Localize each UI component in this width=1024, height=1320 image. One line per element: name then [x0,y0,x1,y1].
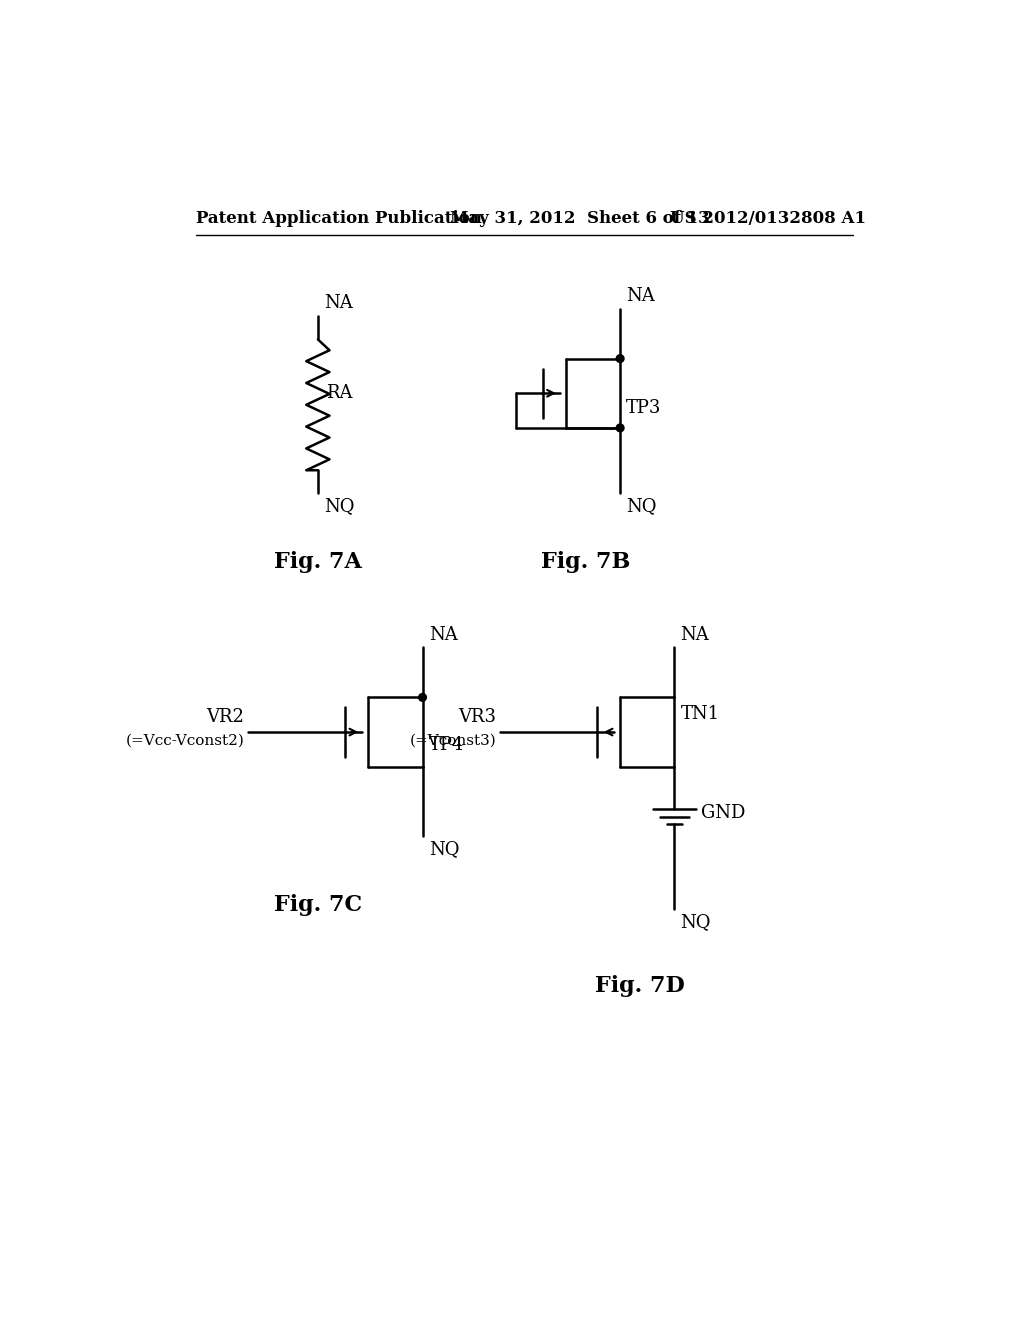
Text: RA: RA [326,384,352,403]
Text: VR2: VR2 [207,708,245,726]
Text: US 2012/0132808 A1: US 2012/0132808 A1 [671,210,866,227]
Text: Fig. 7C: Fig. 7C [273,894,361,916]
Text: NQ: NQ [324,498,354,515]
Text: NQ: NQ [429,840,459,858]
Text: TP4: TP4 [429,737,464,754]
Text: Fig. 7A: Fig. 7A [274,552,361,573]
Circle shape [616,355,624,363]
Text: (=Vconst3): (=Vconst3) [410,734,496,747]
Text: Patent Application Publication: Patent Application Publication [197,210,482,227]
Text: VR3: VR3 [458,708,496,726]
Text: Fig. 7B: Fig. 7B [541,552,630,573]
Text: NA: NA [681,626,710,644]
Text: NA: NA [627,286,655,305]
Text: GND: GND [701,804,745,822]
Text: May 31, 2012  Sheet 6 of 13: May 31, 2012 Sheet 6 of 13 [450,210,710,227]
Text: TP3: TP3 [627,400,662,417]
Text: NQ: NQ [627,498,656,515]
Text: NQ: NQ [681,913,711,931]
Text: NA: NA [324,294,353,313]
Text: NA: NA [429,626,458,644]
Circle shape [616,424,624,432]
Circle shape [419,693,426,701]
Text: TN1: TN1 [681,705,720,723]
Text: (=Vcc-Vconst2): (=Vcc-Vconst2) [125,734,245,747]
Text: Fig. 7D: Fig. 7D [595,974,684,997]
